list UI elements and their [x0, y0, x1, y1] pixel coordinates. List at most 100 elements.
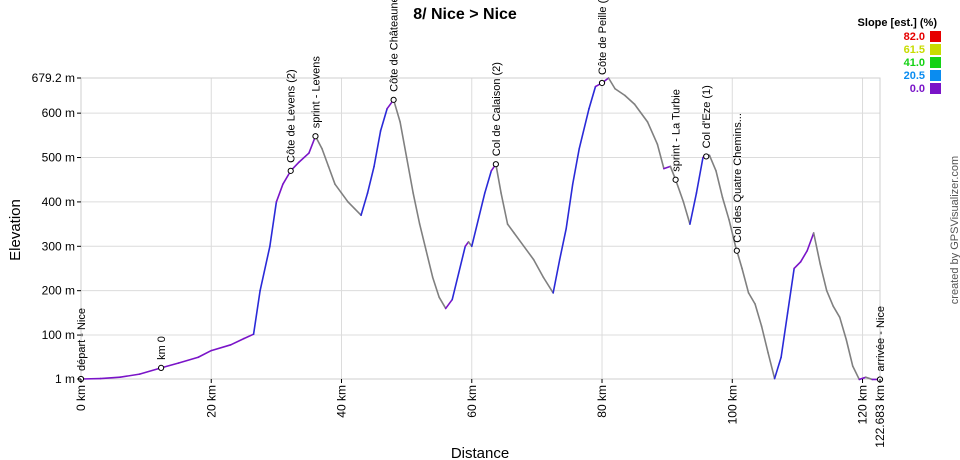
- profile-segment: [689, 192, 698, 225]
- waypoint-label: Côte de Peille (1): [597, 0, 609, 75]
- waypoint-label: Côte de Levens (2): [286, 69, 298, 163]
- profile-segment: [663, 165, 672, 170]
- profile-segment: [506, 223, 515, 234]
- profile-segment: [633, 103, 649, 123]
- profile-segment: [197, 349, 213, 359]
- waypoint-label: sprint - La Turbie: [671, 89, 683, 172]
- profile-segment: [760, 325, 769, 354]
- waypoint-marker: [390, 96, 397, 103]
- slope-legend-swatch: [930, 57, 941, 68]
- slope-legend-swatch: [930, 31, 941, 42]
- profile-segment: [741, 267, 750, 294]
- profile-segment: [138, 367, 162, 375]
- profile-segment: [858, 376, 867, 381]
- profile-segment: [721, 196, 730, 221]
- profile-segment: [773, 356, 782, 380]
- profile-segment: [334, 183, 343, 194]
- waypoint-label: Col de Calaison (2): [491, 62, 503, 156]
- profile-segment: [780, 312, 789, 359]
- profile-segment: [695, 156, 704, 194]
- x-tick-label: 100 km: [725, 385, 739, 424]
- y-tick-label: 400 m: [42, 195, 75, 209]
- profile-segment: [624, 94, 636, 106]
- profile-segment: [392, 99, 401, 123]
- waypoint-label: sprint - Levens: [310, 56, 322, 129]
- y-tick-label: 300 m: [42, 239, 75, 253]
- profile-segment: [360, 192, 369, 217]
- profile-segment: [483, 170, 493, 194]
- y-tick-label: 200 m: [42, 284, 75, 298]
- slope-legend: Slope [est.] (%) 82.061.541.020.50.0: [858, 17, 941, 95]
- slope-legend-swatch: [930, 83, 941, 94]
- y-tick-label: 1 m: [55, 372, 75, 386]
- profile-segment: [607, 77, 616, 90]
- profile-segment: [845, 338, 854, 367]
- profile-segment: [259, 245, 271, 292]
- profile-segment: [229, 337, 245, 346]
- y-axis-ticks: 1 m 100 m 200 m 300 m 400 m 500 m 600 m 679.2 m: [32, 71, 81, 386]
- chart-title: 8/ Nice > Nice: [413, 6, 517, 23]
- profile-segment: [347, 201, 356, 210]
- x-axis-title: Distance: [451, 445, 509, 460]
- waypoint-marker: [287, 167, 294, 174]
- profile-segment: [513, 232, 525, 248]
- slope-legend-swatch: [930, 44, 941, 55]
- profile-segment: [747, 292, 756, 305]
- profile-segment: [674, 178, 685, 203]
- slope-legend-title: Slope [est.] (%): [858, 17, 938, 29]
- x-tick-label: 80 km: [595, 385, 609, 418]
- grid: [80, 77, 881, 380]
- profile-segment: [825, 289, 835, 308]
- profile-segment: [754, 303, 763, 327]
- slope-legend-value: 61.5: [904, 44, 925, 56]
- slope-legend-value: 0.0: [910, 83, 925, 95]
- profile-segment: [542, 276, 554, 294]
- waypoint-marker: [312, 133, 319, 140]
- profile-segment: [379, 107, 388, 132]
- profile-segment: [832, 305, 841, 319]
- profile-segment: [340, 192, 349, 203]
- x-tick-label: 20 km: [204, 385, 218, 418]
- profile-segment: [578, 107, 590, 150]
- profile-segment: [851, 365, 861, 381]
- profile-segment: [571, 147, 581, 185]
- profile-segment: [523, 245, 535, 261]
- waypoint-label: Col d'Eze (1): [701, 85, 713, 148]
- profile-segment: [812, 232, 821, 265]
- profile-segment: [588, 85, 597, 110]
- waypoint-label: Côte de Châteauneuf: [389, 0, 401, 92]
- profile-segment: [728, 218, 737, 248]
- y-tick-label: 600 m: [42, 106, 75, 120]
- profile-segment: [119, 373, 141, 379]
- profile-segment: [269, 201, 278, 248]
- profile-segment: [614, 87, 626, 97]
- profile-segment: [708, 154, 717, 172]
- waypoint-marker: [672, 176, 679, 183]
- profile-segment: [799, 249, 808, 263]
- waypoints: départ - Nice km 0 Côte de Levens (2) sprin…: [76, 0, 887, 383]
- profile-segment: [646, 121, 659, 146]
- profile-segment: [477, 192, 486, 221]
- profile-segment: [838, 316, 848, 341]
- elevation-profile-line: [80, 77, 881, 381]
- profile-segment: [767, 352, 776, 380]
- profile-segment: [431, 276, 440, 299]
- profile-segment: [819, 263, 828, 292]
- y-tick-label: 100 m: [42, 328, 75, 342]
- profile-segment: [500, 192, 509, 225]
- profile-segment: [864, 376, 874, 381]
- y-tick-label: 679.2 m: [32, 71, 75, 85]
- slope-legend-value: 41.0: [904, 57, 925, 69]
- slope-legend-value: 82.0: [904, 31, 925, 43]
- profile-segment: [210, 344, 232, 352]
- profile-segment: [425, 249, 434, 279]
- profile-segment: [366, 165, 375, 194]
- profile-segment: [532, 258, 545, 279]
- profile-segment: [806, 232, 815, 252]
- profile-segment: [243, 333, 255, 340]
- slope-legend-swatch: [930, 70, 941, 81]
- profile-segment: [495, 163, 502, 194]
- x-tick-label: 120 km: [856, 385, 870, 424]
- profile-segment: [457, 245, 467, 274]
